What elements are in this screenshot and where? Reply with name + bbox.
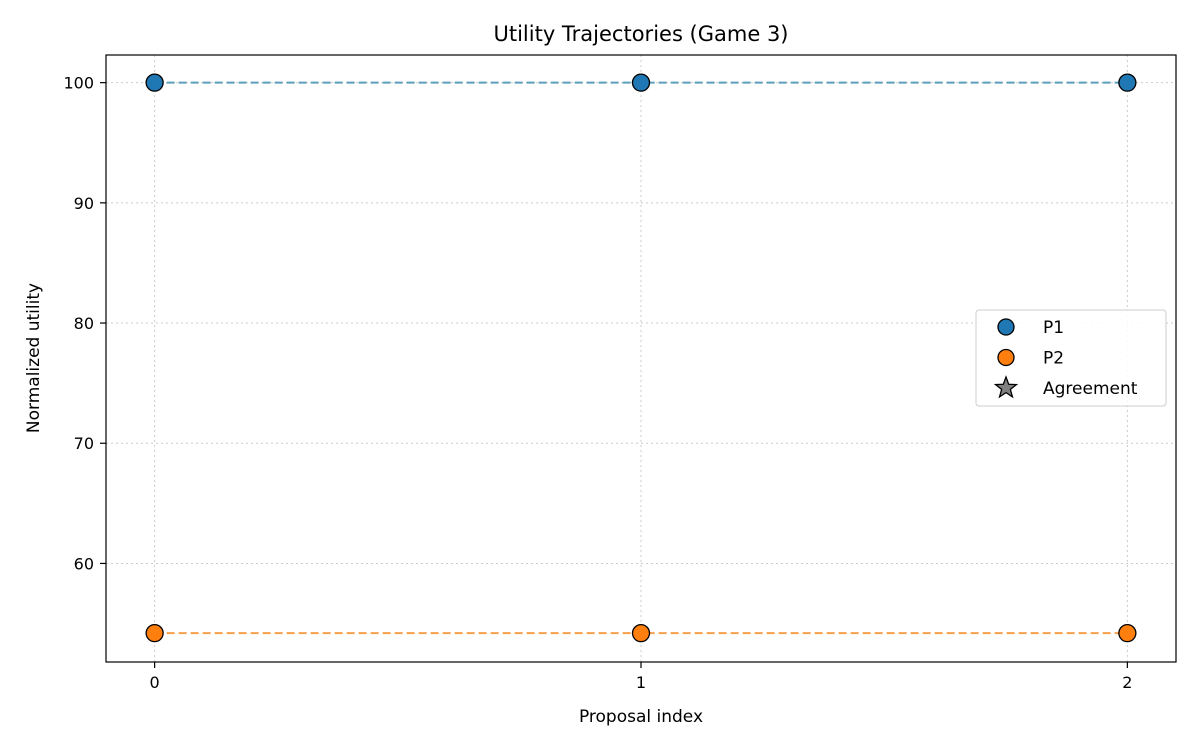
- series-layer: [145, 73, 1137, 643]
- legend-marker-p2: [997, 348, 1015, 367]
- data-point-p2: [631, 624, 651, 643]
- legend-label-agreement: Agreement: [1043, 379, 1138, 399]
- legend-label-p2: P2: [1043, 349, 1064, 369]
- x-tick-label: 1: [636, 673, 646, 692]
- data-point-p2: [145, 624, 164, 643]
- data-point-p2: [1118, 624, 1137, 643]
- axis-ticks: 0 1 2 60 70 80 90 100: [63, 74, 1132, 692]
- data-point-p1: [631, 73, 651, 92]
- x-axis-label: Proposal index: [579, 707, 703, 727]
- x-tick-label: 2: [1122, 673, 1132, 692]
- y-tick-label: 80: [74, 314, 94, 333]
- legend: P1 P2 Agreement: [975, 309, 1167, 407]
- chart-title: Utility Trajectories (Game 3): [493, 22, 788, 46]
- y-tick-label: 90: [74, 194, 94, 213]
- y-tick-label: 70: [74, 434, 94, 453]
- legend-marker-agreement: [993, 375, 1019, 399]
- data-point-p1: [1118, 73, 1137, 92]
- data-point-p1: [145, 73, 164, 92]
- x-tick-label: 0: [150, 673, 160, 692]
- legend-box: [975, 309, 1167, 407]
- y-tick-label: 100: [63, 74, 94, 93]
- y-tick-label: 60: [74, 554, 94, 573]
- y-axis-label: Normalized utility: [24, 283, 44, 433]
- legend-label-p1: P1: [1043, 318, 1064, 338]
- legend-marker-p1: [997, 318, 1015, 336]
